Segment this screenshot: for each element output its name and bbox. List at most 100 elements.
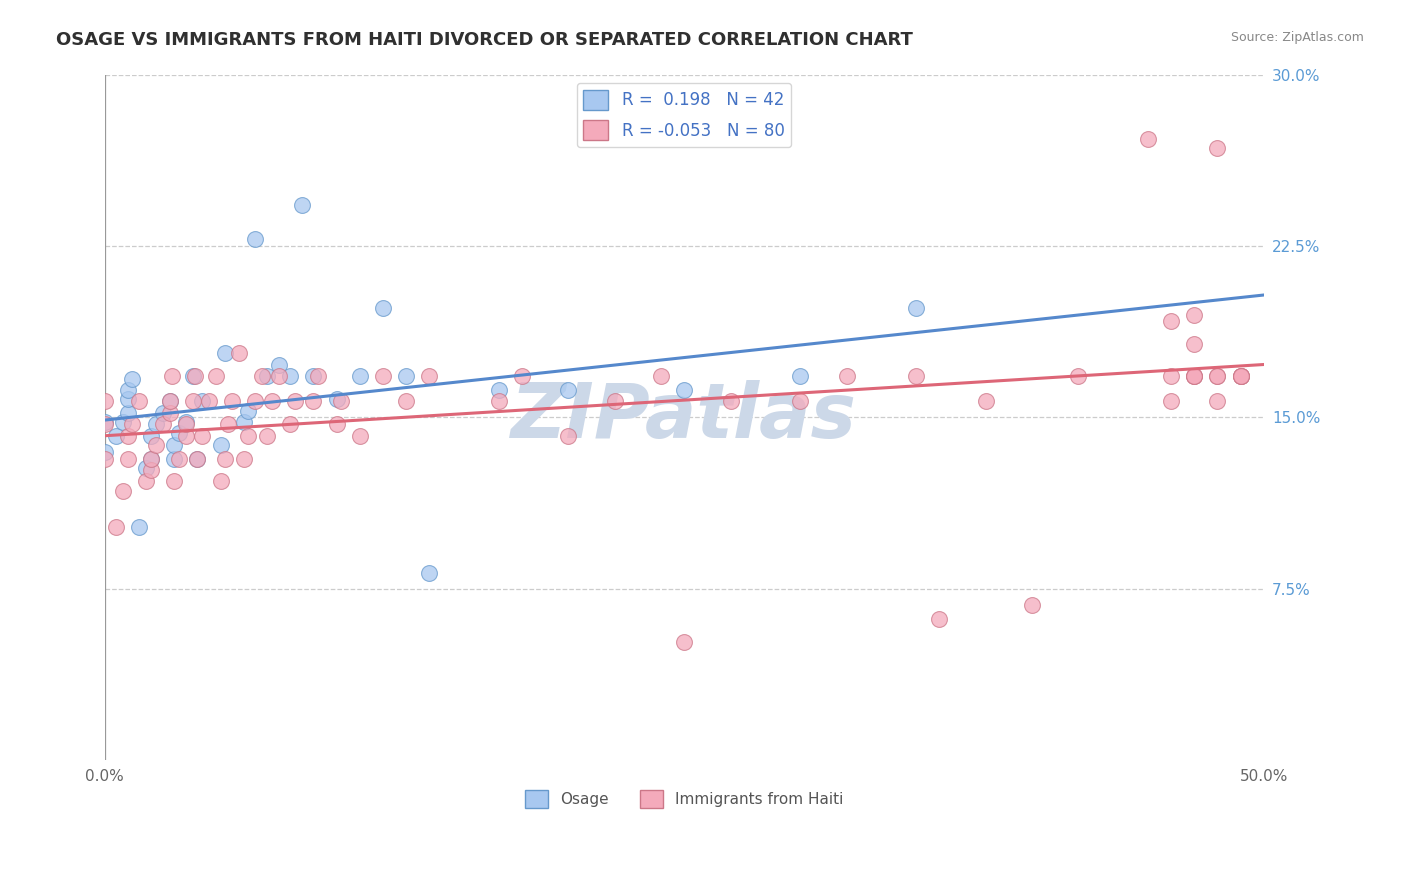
Point <box>232 451 254 466</box>
Text: ZIPatlas: ZIPatlas <box>512 381 858 454</box>
Point <box>186 451 208 466</box>
Point <box>1182 369 1205 384</box>
Legend: Osage, Immigrants from Haiti: Osage, Immigrants from Haiti <box>519 783 849 814</box>
Point <box>418 369 440 384</box>
Point <box>349 428 371 442</box>
Point <box>371 301 394 315</box>
Point <box>256 369 278 384</box>
Point <box>217 417 239 432</box>
Point <box>650 369 672 384</box>
Point <box>159 394 181 409</box>
Point <box>789 394 811 409</box>
Point <box>238 403 260 417</box>
Point <box>720 394 742 409</box>
Point <box>1160 394 1182 409</box>
Point <box>238 428 260 442</box>
Point <box>167 451 190 466</box>
Point <box>307 369 329 384</box>
Text: OSAGE VS IMMIGRANTS FROM HAITI DIVORCED OR SEPARATED CORRELATION CHART: OSAGE VS IMMIGRANTS FROM HAITI DIVORCED … <box>56 31 912 49</box>
Point <box>191 428 214 442</box>
Point <box>1182 369 1205 384</box>
Point <box>330 394 353 409</box>
Point <box>174 428 197 442</box>
Point <box>1206 369 1229 384</box>
Point <box>1160 314 1182 328</box>
Point <box>557 383 579 397</box>
Point <box>221 394 243 409</box>
Point <box>117 392 139 406</box>
Point <box>1229 369 1251 384</box>
Point <box>260 394 283 409</box>
Point <box>174 417 197 432</box>
Point <box>159 394 181 409</box>
Point <box>291 198 314 212</box>
Point <box>673 383 696 397</box>
Point <box>112 483 135 498</box>
Point <box>418 566 440 580</box>
Point <box>1136 131 1159 145</box>
Point <box>184 369 207 384</box>
Point <box>205 369 228 384</box>
Point <box>371 369 394 384</box>
Point <box>395 394 418 409</box>
Point <box>557 428 579 442</box>
Point <box>905 369 928 384</box>
Point <box>181 369 204 384</box>
Point <box>325 417 347 432</box>
Point <box>191 394 214 409</box>
Point <box>139 428 162 442</box>
Point <box>1182 369 1205 384</box>
Point <box>209 475 232 489</box>
Point <box>1206 394 1229 409</box>
Point <box>93 451 115 466</box>
Point <box>1229 369 1251 384</box>
Point <box>105 520 128 534</box>
Point <box>228 346 250 360</box>
Point <box>488 394 510 409</box>
Point <box>278 417 301 432</box>
Point <box>789 369 811 384</box>
Point <box>974 394 997 409</box>
Point <box>117 428 139 442</box>
Point <box>121 371 143 385</box>
Point <box>302 369 325 384</box>
Point <box>603 394 626 409</box>
Point <box>256 428 278 442</box>
Point <box>928 612 950 626</box>
Point <box>181 394 204 409</box>
Point <box>395 369 418 384</box>
Point <box>198 394 221 409</box>
Point <box>214 346 236 360</box>
Point <box>117 451 139 466</box>
Point <box>488 383 510 397</box>
Point <box>245 232 267 246</box>
Point <box>112 415 135 429</box>
Point <box>1206 141 1229 155</box>
Point <box>117 383 139 397</box>
Point <box>139 451 162 466</box>
Point <box>232 415 254 429</box>
Point <box>1182 308 1205 322</box>
Point <box>152 417 174 432</box>
Point <box>245 394 267 409</box>
Point <box>325 392 347 406</box>
Point <box>186 451 208 466</box>
Point <box>139 451 162 466</box>
Point <box>128 520 150 534</box>
Point <box>267 369 290 384</box>
Point <box>145 417 167 432</box>
Point <box>278 369 301 384</box>
Point <box>835 369 858 384</box>
Point <box>1182 337 1205 351</box>
Point <box>105 428 128 442</box>
Point <box>163 451 186 466</box>
Point <box>1067 369 1090 384</box>
Point <box>135 475 157 489</box>
Point <box>1206 369 1229 384</box>
Point <box>905 301 928 315</box>
Point <box>160 369 183 384</box>
Point <box>145 438 167 452</box>
Point <box>163 438 186 452</box>
Point <box>349 369 371 384</box>
Point <box>93 415 115 429</box>
